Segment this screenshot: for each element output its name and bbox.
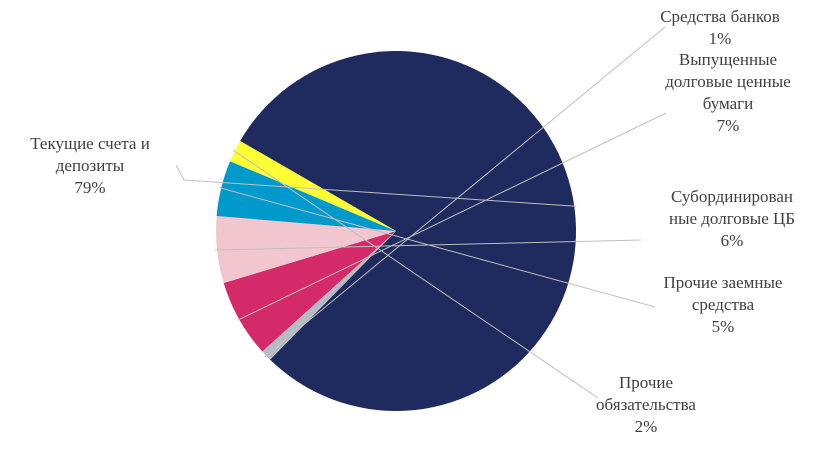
leader-line	[219, 187, 656, 308]
slice-other-borrowings	[216, 161, 396, 231]
leader-line	[175, 164, 577, 207]
leader-line	[237, 112, 667, 321]
leader-line	[232, 149, 599, 399]
slice-other-liabilities	[230, 141, 396, 231]
data-label-category: Прочие заемные	[664, 273, 783, 292]
data-label-category: средства	[692, 295, 755, 314]
data-label-category: бумаги	[703, 94, 754, 113]
leader-lines	[175, 26, 667, 399]
data-label-value: 7%	[717, 116, 740, 135]
slice-subordinated-debt	[216, 215, 396, 284]
data-label-category: Субординирован	[671, 187, 793, 206]
data-label-category: депозиты	[56, 156, 125, 175]
data-label-category: ные долговые ЦБ	[669, 209, 795, 228]
leader-line	[264, 26, 666, 358]
data-label-category: Текущие счета и	[30, 134, 150, 153]
data-label-value: 1%	[709, 29, 732, 48]
data-label-category: Прочие	[619, 373, 673, 392]
pie-slices	[216, 50, 577, 411]
data-label-value: 5%	[712, 317, 735, 336]
data-label-category: Средства банков	[660, 7, 780, 26]
data-label-category: обязательства	[596, 395, 696, 414]
slice-bank-funds	[262, 231, 396, 360]
data-label-category: Выпущенные	[679, 50, 777, 69]
slice-debt-securities	[223, 231, 396, 352]
data-label-value: 2%	[635, 417, 658, 436]
slice-current-accounts	[240, 50, 577, 411]
data-label-value: 6%	[721, 231, 744, 250]
data-labels: Текущие счета и депозиты 79% Средства банко…	[30, 7, 795, 436]
data-label-value: 79%	[74, 178, 105, 197]
data-label-category: долговые ценные	[665, 72, 791, 91]
